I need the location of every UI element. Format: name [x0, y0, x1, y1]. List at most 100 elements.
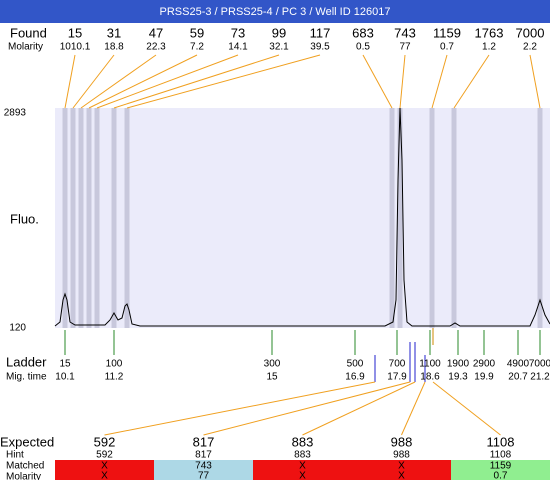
found-molarity: 7.2: [190, 42, 204, 53]
expected-connector: [203, 381, 411, 436]
title: PRSS25-3 / PRSS25-4 / PC 3 / Well ID 126…: [160, 6, 391, 18]
matched-molarity: X: [299, 471, 306, 480]
ladder-size: 700: [389, 359, 406, 370]
found-size: 683: [352, 25, 374, 40]
match-cell: [55, 460, 154, 480]
found-molarity: 14.1: [228, 42, 248, 53]
expected-value: 817: [193, 434, 215, 449]
ladder-size: 4900: [507, 359, 530, 370]
expected-label: Expected: [0, 434, 54, 449]
matched-molarity: X: [101, 471, 108, 480]
found-size: 31: [107, 25, 121, 40]
peak-connector: [431, 54, 448, 109]
ladder-time: 16.9: [345, 372, 365, 383]
peak-band: [86, 108, 92, 328]
expected-value: 1108: [487, 434, 515, 449]
peak-band: [62, 108, 68, 328]
hint-value: 817: [195, 450, 212, 461]
expected-connector: [401, 381, 426, 436]
match-cell: [451, 460, 550, 480]
title-bar: [0, 0, 550, 23]
peak-connector: [72, 54, 115, 109]
ladder-size: 1100: [419, 359, 441, 370]
expected-value: 988: [391, 434, 413, 449]
matched-molarity: X: [398, 471, 405, 480]
hint-label: Hint: [6, 450, 24, 461]
peak-band: [537, 108, 543, 328]
hint-value: 988: [393, 450, 410, 461]
found-molarity: 32.1: [269, 42, 289, 53]
ladder-time: 10.1: [55, 372, 75, 383]
peak-band: [94, 108, 100, 328]
found-molarity: 1.2: [482, 42, 496, 53]
peak-band: [70, 108, 76, 328]
peak-connector: [113, 54, 280, 109]
peak-connector: [80, 54, 157, 109]
found-molarity: 22.3: [146, 42, 166, 53]
peak-connector: [453, 54, 490, 109]
found-molarity: 18.8: [104, 42, 124, 53]
match-cell: [352, 460, 451, 480]
mig-time-label: Mig. time: [6, 372, 47, 383]
expected-value: 592: [94, 434, 116, 449]
expected-connector: [104, 381, 376, 436]
peak-connector: [529, 54, 541, 109]
matched-value: 1159: [490, 461, 512, 472]
ladder-size: 300: [264, 359, 281, 370]
found-molarity: 1010.1: [60, 42, 91, 53]
peak-band: [124, 108, 130, 328]
peak-connector: [399, 54, 406, 109]
ladder-time: 21.2: [530, 372, 550, 383]
y-axis-label: Fluo.: [10, 211, 39, 226]
found-size: 1763: [475, 25, 504, 40]
ladder-size: 100: [106, 359, 123, 370]
peak-connector: [126, 54, 321, 109]
found-size: 59: [190, 25, 204, 40]
y-min-label: 120: [9, 323, 26, 334]
ladder-time: 15: [266, 372, 278, 383]
matched-value: X: [101, 461, 108, 472]
found-size: 15: [68, 25, 82, 40]
peak-band: [389, 108, 395, 328]
matched-molarity: 77: [198, 471, 210, 480]
ladder-time: 19.3: [448, 372, 468, 383]
matched-value: X: [398, 461, 405, 472]
found-size: 73: [231, 25, 245, 40]
found-molarity: 39.5: [310, 42, 330, 53]
expected-markers: [374, 328, 434, 382]
trace: [54, 107, 550, 327]
found-molarity: 0.7: [440, 42, 454, 53]
peak-connector: [96, 54, 239, 109]
peak-connector: [64, 54, 76, 109]
expected-connector: [302, 381, 416, 436]
hint-value: 883: [294, 450, 311, 461]
ladder-time: 11.2: [105, 372, 124, 383]
peak-band: [397, 108, 403, 328]
hint-value: 592: [96, 450, 113, 461]
found-size: 7000: [516, 25, 545, 40]
matched-value: 743: [195, 461, 212, 472]
ladder-size: 7000: [529, 359, 550, 370]
matched-label: Matched: [6, 461, 44, 472]
found-size: 47: [149, 25, 163, 40]
ladder-time: 18.6: [420, 372, 440, 383]
found-size: 117: [310, 25, 331, 40]
found-size: 743: [394, 25, 416, 40]
found-molarity: 77: [399, 42, 411, 53]
ladder-size: 2900: [473, 359, 496, 370]
peak-band: [451, 108, 457, 328]
y-max-label: 2893: [4, 108, 27, 119]
peak-band: [111, 108, 117, 328]
found-molarity: 0.5: [356, 42, 370, 53]
plot-area: [55, 108, 550, 328]
ladder-time: 20.7: [508, 372, 528, 383]
peak-band: [429, 108, 435, 328]
ladder-size: 1900: [447, 359, 470, 370]
ladder-time: 17.9: [387, 372, 407, 383]
peak-connector: [88, 54, 198, 109]
molarity-row-label: Molarity: [6, 472, 41, 480]
ladder-time: 19.9: [474, 372, 494, 383]
ladder-size: 15: [59, 359, 71, 370]
match-cell: [253, 460, 352, 480]
